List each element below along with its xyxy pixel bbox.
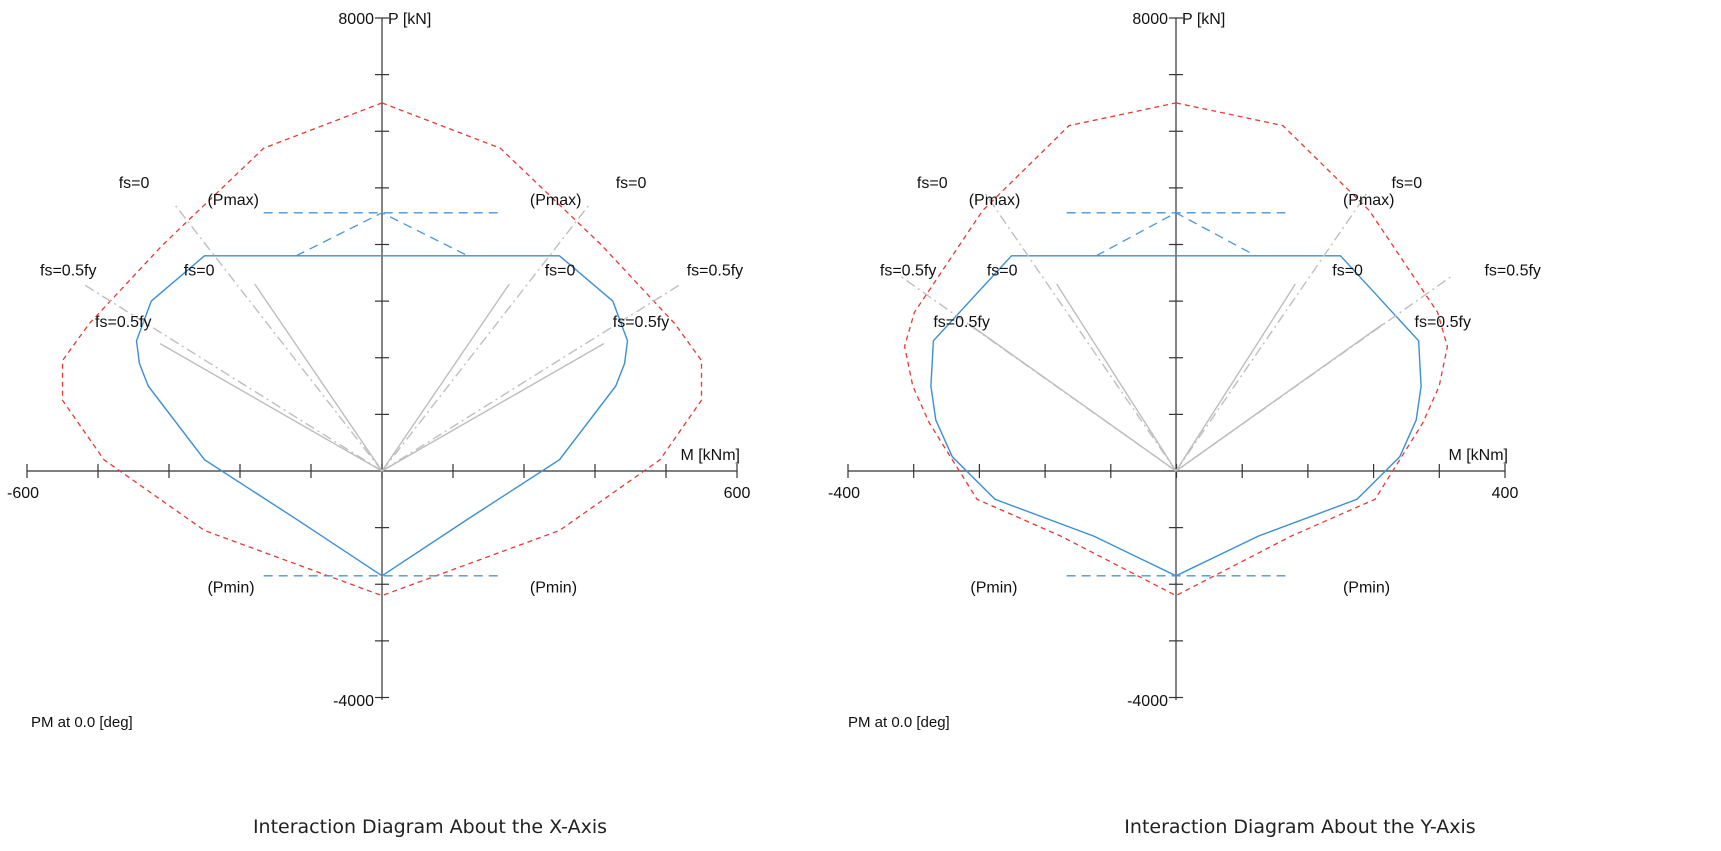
y-axis-label: P [kN] <box>388 11 431 28</box>
annotation-0: fs=0 <box>917 175 948 192</box>
annotation-10: (Pmin) <box>207 580 254 597</box>
annotation-4: fs=0.5fy <box>933 314 989 331</box>
annotation-11: (Pmin) <box>530 580 577 597</box>
annotation-9: fs=0.5fy <box>1415 314 1471 331</box>
annotation-7: fs=0.5fy <box>687 263 743 280</box>
y-tick-label-min: -4000 <box>333 693 374 710</box>
x-tick-label-max: 400 <box>1492 485 1519 502</box>
series-ref_dash-6 <box>984 193 1177 472</box>
annotation-10: (Pmin) <box>970 580 1017 597</box>
series-ref_dash-5 <box>381 204 590 472</box>
series-cap-4 <box>1095 212 1257 257</box>
annotation-3: fs=0 <box>184 263 215 280</box>
x-axis-label: M [kNm] <box>1448 447 1508 464</box>
series-ref_solid-9 <box>381 283 510 472</box>
pm-angle-label: PM at 0.0 [deg] <box>848 714 950 731</box>
annotation-6: (Pmax) <box>1343 192 1395 209</box>
annotation-0: fs=0 <box>119 175 150 192</box>
y-tick-label-min: -4000 <box>1127 693 1168 710</box>
series-ref_solid-10 <box>1056 283 1177 472</box>
series-ref_solid-12 <box>159 342 383 472</box>
series-ref_dash-8 <box>82 283 383 472</box>
chart-x-caption: Interaction Diagram About the X-Axis <box>252 816 608 838</box>
annotation-8: fs=0 <box>545 263 576 280</box>
annotation-6: (Pmax) <box>530 192 582 209</box>
y-tick-label-max: 8000 <box>338 11 374 28</box>
annotation-2: fs=0.5fy <box>880 263 936 280</box>
annotation-5: fs=0 <box>1391 175 1422 192</box>
series-ref_solid-12 <box>968 323 1177 472</box>
series-design-1 <box>135 255 629 577</box>
annotation-7: fs=0.5fy <box>1484 263 1540 280</box>
series-ref_dash-7 <box>381 283 682 472</box>
series-ref_dash-6 <box>174 204 383 472</box>
x-tick-label-min: -600 <box>7 485 39 502</box>
series-ref_solid-11 <box>381 342 605 472</box>
series-ref_solid-11 <box>1175 323 1384 472</box>
x-axis-label: M [kNm] <box>680 447 740 464</box>
y-tick-label-max: 8000 <box>1132 11 1168 28</box>
series-cap-4 <box>295 212 469 257</box>
chart-y <box>847 17 1506 700</box>
series-ref_solid-10 <box>254 283 383 472</box>
x-tick-label-max: 600 <box>724 485 751 502</box>
annotation-2: fs=0.5fy <box>40 263 96 280</box>
series-ref_dash-5 <box>1175 193 1368 472</box>
chart-y-caption: Interaction Diagram About the Y-Axis <box>1124 816 1476 838</box>
annotation-1: (Pmax) <box>207 192 259 209</box>
annotation-11: (Pmin) <box>1343 580 1390 597</box>
annotation-3: fs=0 <box>987 263 1018 280</box>
chart-x <box>26 17 738 700</box>
pm-angle-label: PM at 0.0 [deg] <box>31 714 133 731</box>
x-tick-label-min: -400 <box>828 485 860 502</box>
y-axis-label: P [kN] <box>1182 11 1225 28</box>
annotation-5: fs=0 <box>616 175 647 192</box>
annotation-4: fs=0.5fy <box>95 314 151 331</box>
series-ref_solid-9 <box>1175 283 1296 472</box>
annotation-1: (Pmax) <box>969 192 1021 209</box>
annotation-8: fs=0 <box>1332 263 1363 280</box>
annotation-9: fs=0.5fy <box>613 314 669 331</box>
series-nominal-0 <box>903 102 1449 597</box>
